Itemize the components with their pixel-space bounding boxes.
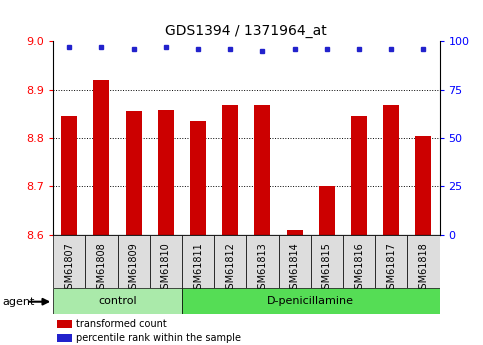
Text: D-penicillamine: D-penicillamine: [267, 296, 354, 306]
Text: percentile rank within the sample: percentile rank within the sample: [76, 333, 241, 343]
Bar: [158, 110, 174, 235]
Text: GSM61818: GSM61818: [418, 243, 428, 295]
Text: transformed count: transformed count: [76, 319, 167, 329]
Bar: [415, 136, 431, 235]
Bar: [150, 235, 182, 288]
Text: GSM61808: GSM61808: [97, 243, 106, 295]
Text: GSM61807: GSM61807: [64, 243, 74, 296]
Bar: [246, 235, 279, 288]
Bar: [126, 111, 142, 235]
Bar: [57, 320, 71, 328]
Bar: [407, 235, 440, 288]
Bar: [311, 235, 343, 288]
Bar: [255, 105, 270, 235]
Text: agent: agent: [2, 297, 35, 307]
Text: GSM61812: GSM61812: [225, 243, 235, 296]
Bar: [190, 121, 206, 235]
Text: GSM61813: GSM61813: [257, 243, 268, 295]
Bar: [319, 186, 335, 235]
Text: GSM61816: GSM61816: [354, 243, 364, 295]
Bar: [85, 235, 117, 288]
Text: GSM61817: GSM61817: [386, 243, 396, 296]
Bar: [53, 288, 182, 314]
Bar: [279, 235, 311, 288]
Bar: [61, 116, 77, 235]
Text: GSM61809: GSM61809: [128, 243, 139, 295]
Bar: [214, 235, 246, 288]
Text: GSM61810: GSM61810: [161, 243, 171, 295]
Bar: [351, 116, 367, 235]
Bar: [182, 288, 440, 314]
Text: control: control: [98, 296, 137, 306]
Bar: [93, 80, 110, 235]
Bar: [383, 105, 399, 235]
Bar: [286, 230, 303, 235]
Bar: [343, 235, 375, 288]
Bar: [117, 235, 150, 288]
Bar: [182, 235, 214, 288]
Text: GSM61814: GSM61814: [290, 243, 299, 295]
Bar: [53, 235, 85, 288]
Bar: [375, 235, 407, 288]
Text: GSM61815: GSM61815: [322, 243, 332, 296]
Bar: [57, 334, 71, 342]
Title: GDS1394 / 1371964_at: GDS1394 / 1371964_at: [166, 23, 327, 38]
Text: GSM61811: GSM61811: [193, 243, 203, 295]
Bar: [222, 105, 238, 235]
